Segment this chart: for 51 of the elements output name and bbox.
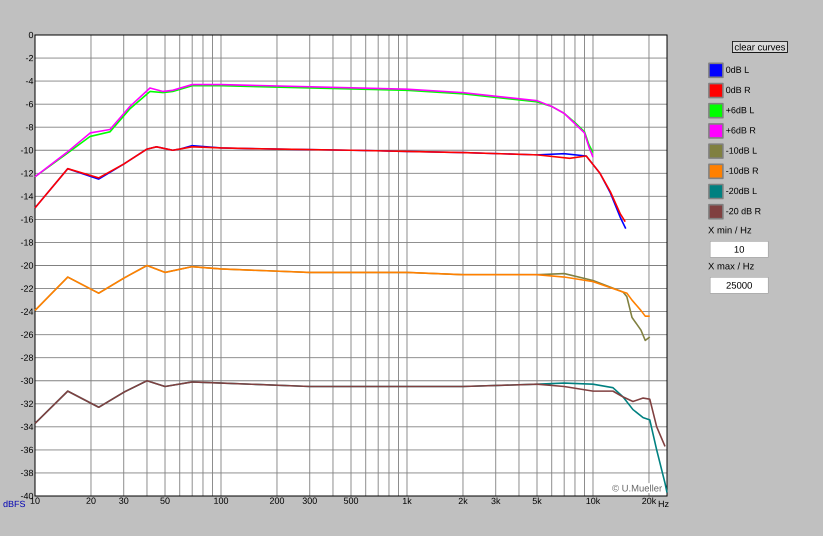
text: clear curves (734, 44, 786, 50)
legend-label: +6dB L (726, 106, 754, 114)
legend-label: -20dB L (726, 188, 757, 194)
x-tick-label: 3k (491, 498, 500, 504)
x-tick-label: 10k (586, 498, 600, 504)
x-tick-label: 300 (302, 498, 317, 504)
x-tick-label: 500 (344, 498, 358, 504)
y-tick-label: -28 (20, 354, 34, 361)
x-tick-label: 20 (86, 498, 96, 504)
x-tick-label: 20k (642, 498, 656, 504)
x-tick-label: 1k (402, 498, 412, 504)
annotation: © U.Mueller (612, 484, 662, 492)
y-tick-label: -24 (20, 308, 34, 315)
legend-label: -20 dB R (726, 208, 761, 214)
text: 10 (734, 246, 744, 253)
y-tick-label: -14 (20, 193, 34, 200)
text: X min / Hz (708, 226, 752, 234)
y-tick-label: -22 (20, 285, 34, 292)
x-tick-label: 200 (270, 498, 284, 504)
y-tick-label: -4 (26, 78, 34, 84)
y-tick-label: -38 (20, 470, 34, 476)
text: 25000 (726, 282, 752, 289)
x-tick-label: 50 (160, 498, 170, 504)
y-tick-label: -30 (20, 378, 34, 384)
y-tick-label: 0 (28, 32, 34, 38)
x-tick-label: 2k (458, 498, 468, 504)
x-axis-title: Hz (658, 500, 669, 507)
y-tick-label: -8 (26, 124, 34, 130)
y-axis-title: dBFS (3, 500, 26, 508)
y-tick-label: -6 (26, 100, 34, 108)
y-tick-label: -36 (20, 446, 34, 454)
x-tick-label: 5k (532, 498, 542, 504)
y-tick-label: -34 (20, 424, 34, 430)
x-tick-label: 30 (119, 498, 128, 504)
text: X max / Hz (708, 262, 754, 270)
y-tick-label: -40 (20, 492, 34, 500)
y-tick-label: -20 (20, 262, 34, 269)
legend-label: -10dB L (726, 147, 757, 154)
legend-label: 0dB R (726, 86, 750, 94)
y-tick-label: -10 (20, 147, 34, 154)
x-tick-label: 10 (30, 498, 40, 504)
legend-label: +6dB R (726, 126, 756, 134)
legend-label: 0dB L (726, 66, 749, 73)
legend-label: -10dB R (726, 167, 758, 174)
x-tick-label: 100 (214, 498, 228, 504)
y-tick-label: -18 (20, 239, 34, 246)
y-tick-label: -32 (20, 400, 34, 407)
y-tick-label: -26 (20, 331, 34, 338)
y-tick-label: -2 (26, 54, 34, 62)
y-tick-label: -12 (20, 170, 34, 176)
y-tick-label: -16 (20, 216, 34, 223)
